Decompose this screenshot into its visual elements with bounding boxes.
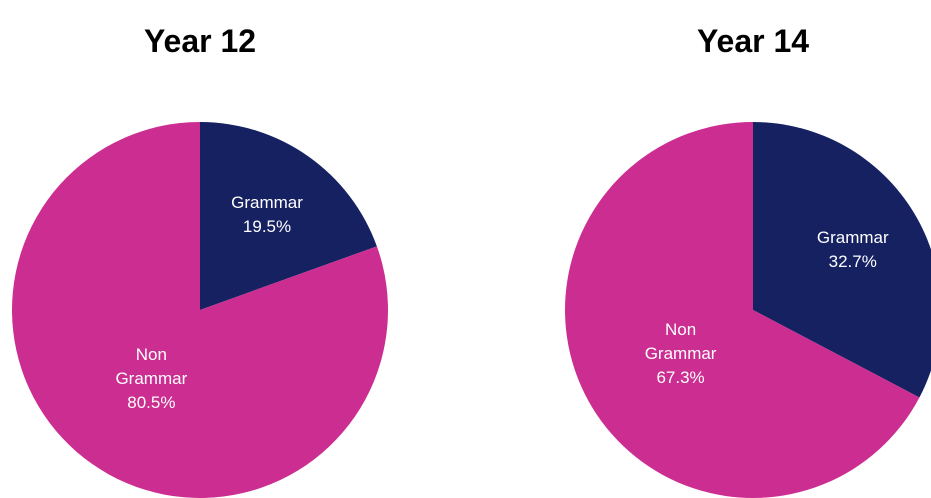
- pie-slice: [200, 122, 377, 310]
- chart-title: Year 12: [144, 23, 256, 59]
- pie-slice: [753, 122, 931, 398]
- chart-title: Year 14: [697, 23, 809, 59]
- pie-slice: [12, 122, 388, 498]
- slice-label: Non Grammar 67.3%: [633, 318, 729, 390]
- slice-value: 32.7%: [828, 251, 877, 271]
- slice-category: Non Grammar: [115, 345, 188, 389]
- slice-value: 67.3%: [656, 367, 705, 387]
- slice-value: 19.5%: [242, 216, 292, 236]
- slice-label: Grammar 19.5%: [219, 191, 315, 239]
- slice-label: Non Grammar 80.5%: [103, 343, 199, 415]
- slice-label: Grammar 32.7%: [805, 226, 901, 274]
- slice-value: 80.5%: [127, 393, 176, 413]
- slice-category: Grammar: [816, 227, 889, 247]
- slice-category: Grammar: [231, 192, 303, 212]
- slice-category: Non Grammar: [644, 319, 717, 363]
- pie-slice: [564, 122, 920, 498]
